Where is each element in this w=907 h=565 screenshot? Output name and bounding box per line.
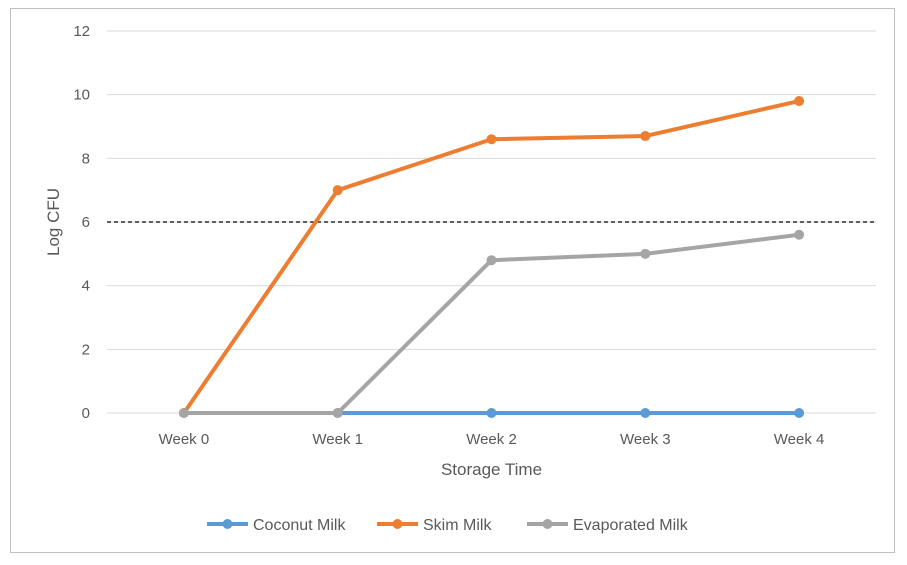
data-point bbox=[794, 408, 805, 418]
data-point bbox=[332, 408, 343, 418]
legend-entry: Coconut Milk bbox=[207, 517, 346, 534]
x-tick-label: Week 3 bbox=[620, 431, 671, 448]
data-point bbox=[486, 408, 497, 418]
legend-swatch-marker bbox=[392, 519, 403, 529]
legend-swatch-marker bbox=[222, 519, 233, 529]
data-point bbox=[640, 408, 651, 418]
y-tick-label: 4 bbox=[82, 278, 90, 295]
x-tick-label: Week 1 bbox=[312, 431, 363, 448]
legend-label: Coconut Milk bbox=[253, 517, 346, 534]
data-point bbox=[640, 248, 651, 259]
y-tick-labels: 0 2 4 6 8 10 12 bbox=[73, 23, 90, 422]
y-tick-label: 6 bbox=[82, 214, 90, 231]
legend-label: Evaporated Milk bbox=[573, 517, 689, 534]
data-point bbox=[332, 185, 343, 196]
data-point bbox=[794, 229, 805, 240]
series-coconut-milk bbox=[332, 408, 805, 418]
legend-entry: Skim Milk bbox=[377, 517, 492, 534]
legend-label: Skim Milk bbox=[423, 517, 492, 534]
legend: Coconut Milk Skim Milk Evaporated Milk bbox=[207, 517, 689, 534]
x-tick-labels: Week 0 Week 1 Week 2 Week 3 Week 4 bbox=[159, 431, 825, 448]
y-tick-label: 12 bbox=[73, 23, 90, 40]
y-axis-title: Log CFU bbox=[44, 188, 63, 256]
series-lines bbox=[178, 96, 805, 418]
x-axis-title: Storage Time bbox=[441, 460, 542, 479]
x-tick-label: Week 2 bbox=[466, 431, 517, 448]
data-point bbox=[178, 408, 189, 418]
chart-frame bbox=[10, 8, 895, 553]
y-tick-label: 10 bbox=[73, 87, 90, 104]
y-tick-label: 0 bbox=[82, 405, 90, 422]
legend-swatch-marker bbox=[542, 519, 553, 529]
data-point bbox=[794, 96, 805, 107]
x-tick-label: Week 4 bbox=[774, 431, 825, 448]
legend-entry: Evaporated Milk bbox=[527, 517, 689, 534]
x-tick-label: Week 0 bbox=[159, 431, 210, 448]
y-tick-label: 2 bbox=[82, 341, 90, 358]
data-point bbox=[486, 134, 497, 145]
y-tick-label: 8 bbox=[82, 150, 90, 167]
data-point bbox=[640, 131, 651, 142]
data-point bbox=[486, 255, 497, 266]
series-evaporated-milk bbox=[178, 229, 805, 418]
